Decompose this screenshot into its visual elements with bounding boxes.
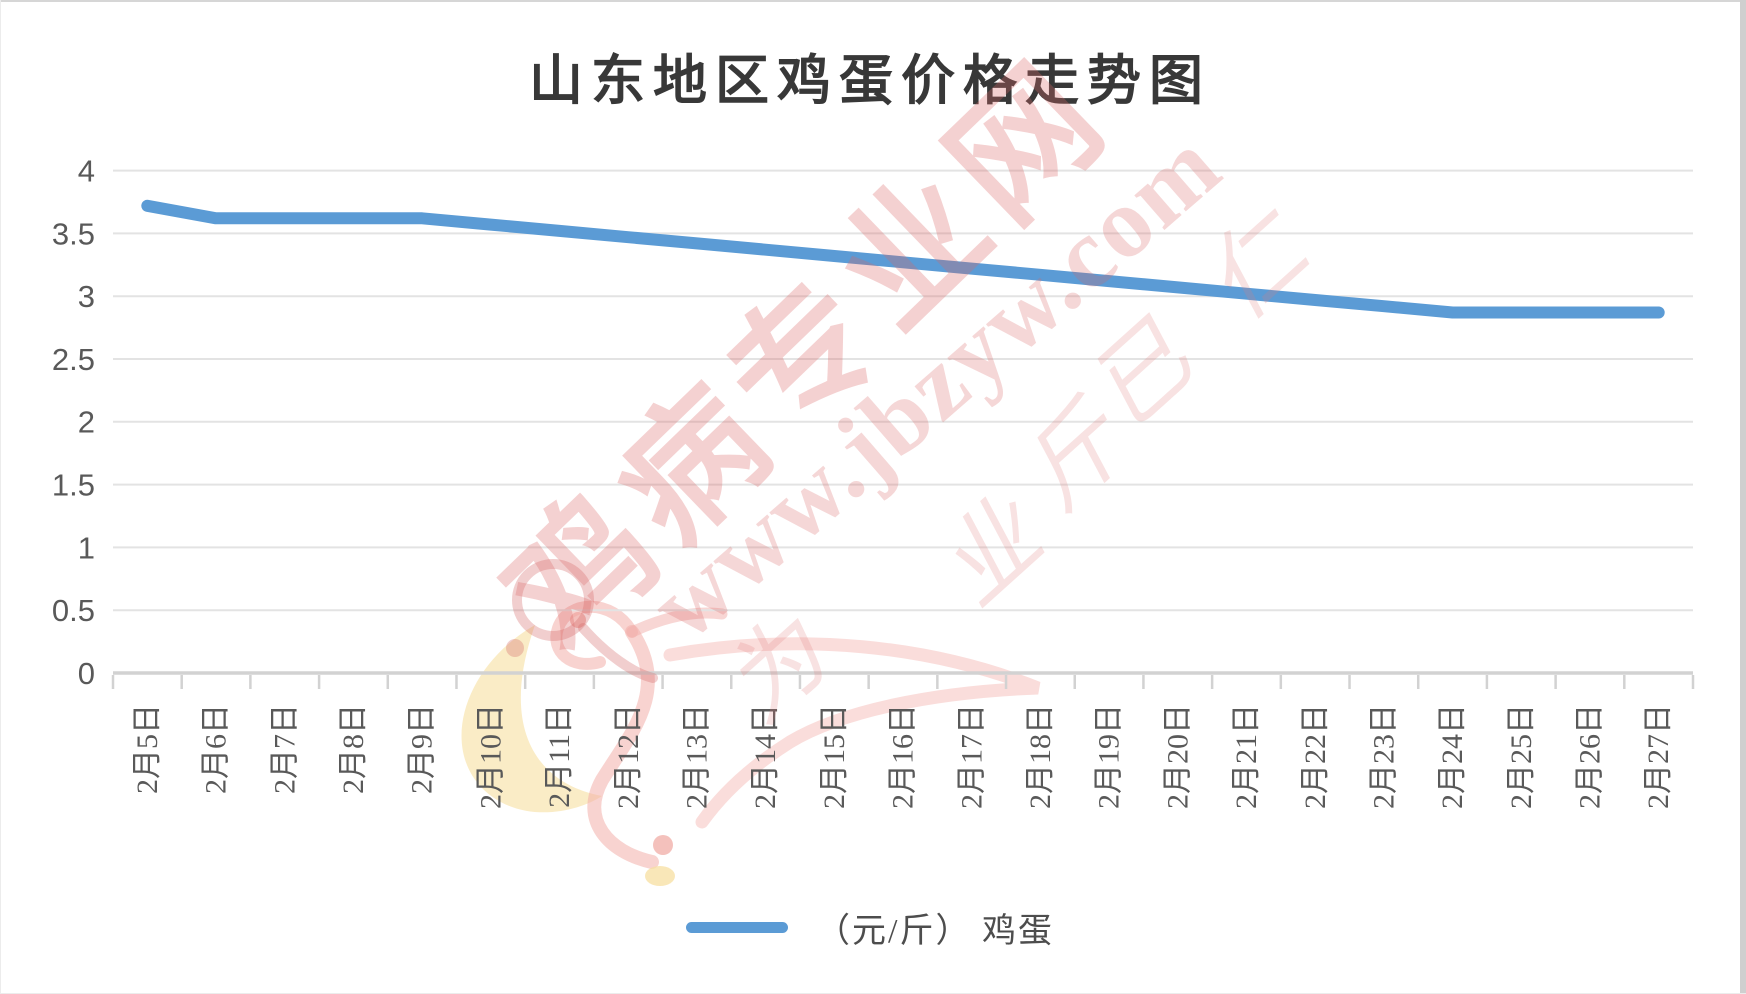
- y-tick-label: 1.5: [52, 467, 95, 502]
- y-tick-label: 4: [78, 153, 95, 188]
- legend: （元/斤） 鸡蛋: [0, 903, 1740, 952]
- x-tick-label: 2月19日: [1093, 704, 1126, 809]
- x-tick-label: 2月12日: [612, 704, 645, 809]
- rooster-head-stroke: [550, 600, 638, 670]
- y-tick-label: 1: [78, 530, 95, 565]
- x-tick-label: 2月14日: [749, 704, 782, 809]
- rooster-dot-pink: [653, 835, 673, 855]
- rooster-tail-stroke: [663, 637, 1041, 829]
- y-tick-label: 0: [78, 656, 95, 691]
- rooster-neck-stroke: [587, 625, 659, 869]
- y-tick-label: 0.5: [52, 593, 95, 628]
- x-tick-label: 2月11日: [543, 704, 576, 808]
- x-tick-label: 2月20日: [1161, 704, 1194, 809]
- x-tick-label: 2月5日: [131, 704, 164, 794]
- x-tick-label: 2月21日: [1230, 704, 1263, 809]
- x-tick-label: 2月9日: [406, 704, 439, 794]
- price-series-line: [141, 199, 1665, 319]
- x-tick-label: 2月8日: [337, 704, 370, 794]
- x-tick-label: 2月13日: [681, 704, 714, 809]
- x-tick-label: 2月26日: [1574, 704, 1607, 809]
- legend-line-swatch: [686, 922, 789, 933]
- x-tick-label: 2月15日: [818, 704, 851, 809]
- window-edge-left: [0, 0, 1, 994]
- x-tick-label: 2月16日: [887, 704, 920, 809]
- chart-title: 山东地区鸡蛋价格走势图: [529, 51, 1211, 111]
- x-tick-label: 2月17日: [955, 704, 988, 809]
- x-tick-label: 2月24日: [1436, 704, 1469, 809]
- legend-series-label: （元/斤） 鸡蛋: [816, 913, 1054, 950]
- y-tick-label: 2: [78, 405, 95, 440]
- x-tick-label: 2月25日: [1505, 704, 1538, 809]
- window-edge-right: [1740, 0, 1746, 994]
- x-tick-label: 2月18日: [1024, 704, 1057, 809]
- x-tick-label: 2月27日: [1642, 704, 1675, 809]
- y-tick-label: 2.5: [52, 342, 95, 377]
- rooster-beak-stroke: [626, 607, 728, 638]
- x-tick-label: 2月22日: [1299, 704, 1332, 809]
- x-tick-label: 2月6日: [200, 704, 233, 794]
- window-edge-top: [0, 0, 1746, 2]
- x-tick-label: 2月23日: [1367, 704, 1400, 809]
- rooster-dot-yellow: [645, 866, 675, 886]
- x-tick-label: 2月7日: [268, 704, 301, 794]
- rooster-eye: [570, 612, 586, 628]
- y-tick-label: 3: [78, 279, 95, 314]
- x-tick-label: 2月10日: [474, 704, 507, 809]
- y-tick-label: 3.5: [52, 216, 95, 251]
